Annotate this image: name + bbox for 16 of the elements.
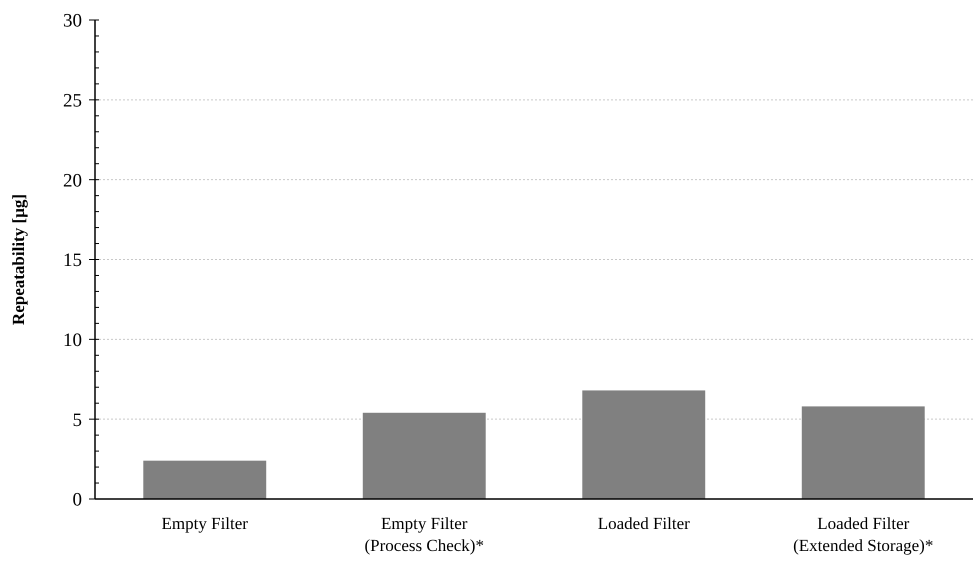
y-tick-label: 10 — [63, 330, 82, 351]
bar — [143, 460, 266, 499]
y-tick-label: 15 — [63, 250, 82, 272]
y-tick-label: 5 — [72, 410, 82, 431]
y-axis-title: Repeatability [µg] — [9, 194, 28, 326]
y-tick-label: 25 — [63, 90, 82, 112]
x-tick-label: Empty Filter — [162, 514, 248, 533]
y-tick-label: 0 — [72, 490, 82, 511]
x-tick-label: Empty Filter (Process Check)* — [364, 514, 484, 555]
y-tick-label: 30 — [63, 10, 82, 32]
bar — [802, 406, 925, 499]
bar — [362, 412, 486, 499]
bar — [582, 390, 706, 499]
y-tick-label: 20 — [63, 170, 82, 192]
x-tick-label: Loaded Filter (Extended Storage)* — [793, 514, 934, 555]
x-tick-label: Loaded Filter — [598, 514, 690, 533]
